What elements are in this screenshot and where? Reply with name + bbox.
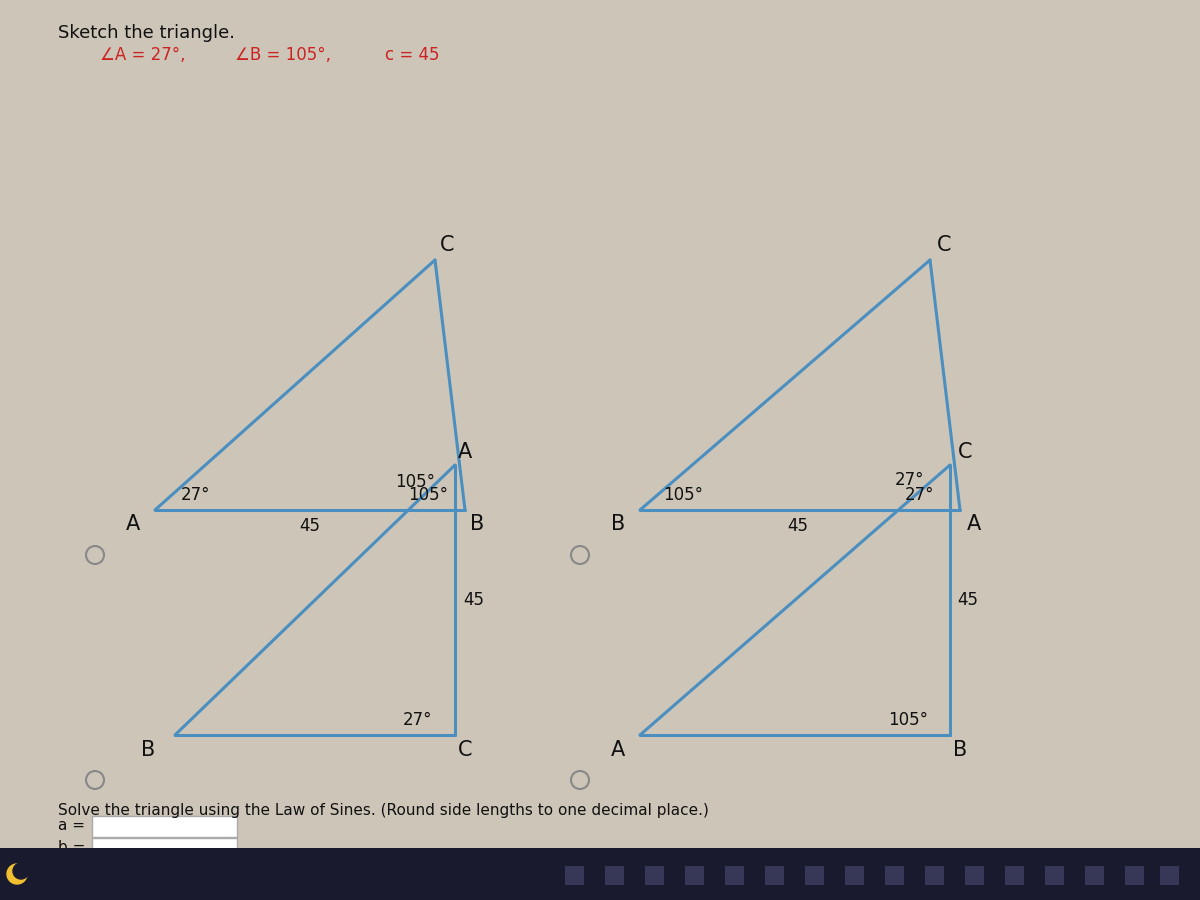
- Bar: [1085, 866, 1104, 885]
- Text: °: °: [241, 862, 248, 878]
- Text: B: B: [470, 514, 484, 534]
- Text: B: B: [953, 740, 967, 760]
- Text: ∠A = 27°,: ∠A = 27°,: [100, 46, 186, 64]
- Text: Sketch the triangle.: Sketch the triangle.: [58, 24, 235, 42]
- Bar: [1160, 866, 1178, 885]
- Text: B: B: [611, 514, 625, 534]
- Bar: [0, 848, 1200, 900]
- Text: A: A: [458, 442, 472, 462]
- Text: 105°: 105°: [662, 486, 703, 504]
- Bar: [1045, 866, 1064, 885]
- Bar: [965, 866, 984, 885]
- Text: C: C: [958, 442, 972, 462]
- Text: Solve the triangle using the Law of Sines. (Round side lengths to one decimal pl: Solve the triangle using the Law of Sine…: [58, 803, 709, 818]
- Bar: [685, 866, 704, 885]
- Text: A: A: [611, 740, 625, 760]
- FancyBboxPatch shape: [92, 838, 238, 859]
- Bar: [845, 866, 864, 885]
- Text: 27°: 27°: [403, 711, 433, 729]
- Text: C: C: [457, 740, 473, 760]
- Bar: [646, 866, 664, 885]
- Text: 105°: 105°: [888, 711, 928, 729]
- Text: 45: 45: [463, 591, 485, 609]
- Bar: [886, 866, 904, 885]
- Bar: [565, 866, 584, 885]
- Bar: [805, 866, 824, 885]
- Text: 105°: 105°: [408, 486, 448, 504]
- Text: 67°F: 67°F: [32, 858, 61, 870]
- Bar: [605, 866, 624, 885]
- FancyBboxPatch shape: [92, 860, 238, 881]
- Text: A: A: [967, 514, 982, 534]
- Text: 27°: 27°: [180, 486, 210, 504]
- Bar: [925, 866, 944, 885]
- Text: Clear: Clear: [32, 875, 61, 885]
- Text: A: A: [126, 514, 140, 534]
- Text: a =: a =: [58, 818, 85, 833]
- Text: 27°: 27°: [895, 471, 925, 489]
- Circle shape: [13, 863, 29, 879]
- Text: ∠C =: ∠C =: [58, 862, 100, 878]
- Text: b =: b =: [58, 841, 85, 856]
- Text: 45: 45: [958, 591, 978, 609]
- Circle shape: [7, 864, 28, 884]
- Bar: [766, 866, 784, 885]
- Bar: [725, 866, 744, 885]
- Text: C: C: [937, 235, 952, 255]
- Text: 45: 45: [300, 517, 320, 535]
- Text: B: B: [140, 740, 155, 760]
- FancyBboxPatch shape: [92, 816, 238, 837]
- Text: 105°: 105°: [395, 473, 436, 491]
- Text: 45: 45: [787, 517, 809, 535]
- Text: C: C: [439, 235, 455, 255]
- Text: c = 45: c = 45: [385, 46, 439, 64]
- Bar: [1126, 866, 1144, 885]
- Text: ∠B = 105°,: ∠B = 105°,: [235, 46, 331, 64]
- Bar: [1006, 866, 1024, 885]
- Text: 27°: 27°: [905, 486, 935, 504]
